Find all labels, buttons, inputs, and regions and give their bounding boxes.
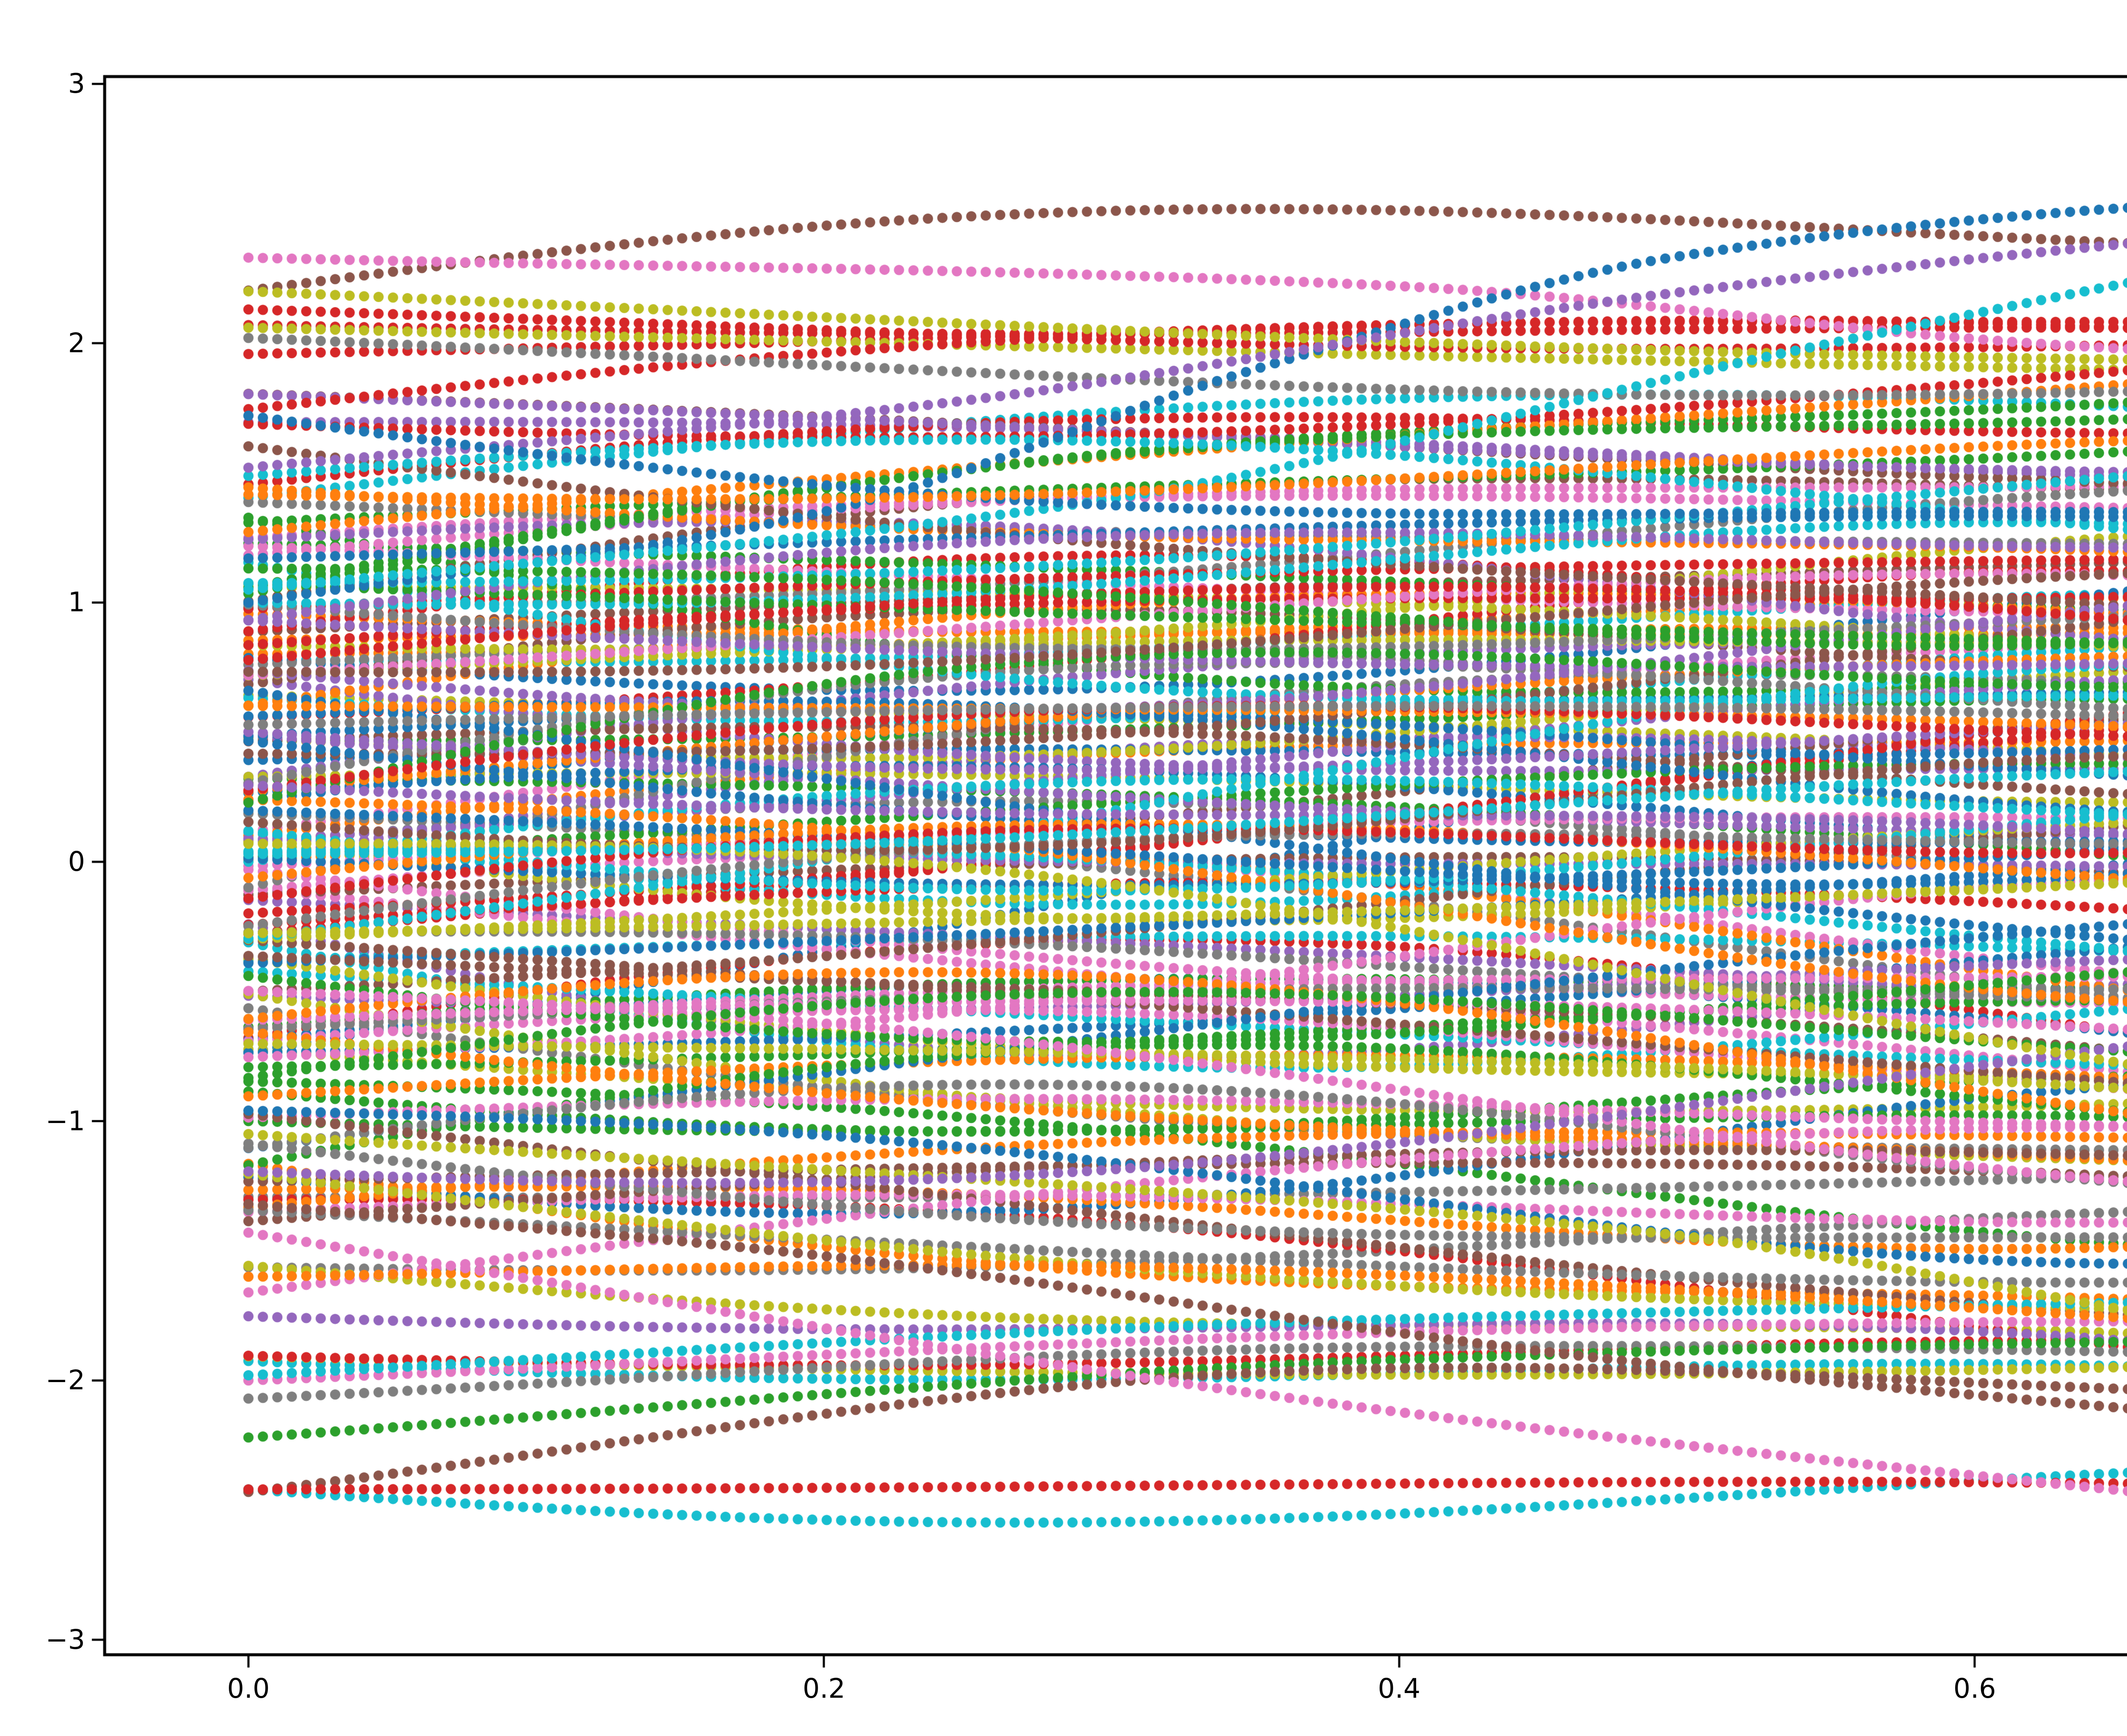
y-axis-tick-label: 1	[68, 587, 85, 618]
x-axis-tick-label: 0.4	[1377, 1673, 1421, 1704]
x-axis-tick-label: 0.2	[802, 1673, 846, 1704]
y-axis-tick-label: −3	[46, 1624, 85, 1655]
y-axis-tick-label: 0	[68, 846, 85, 877]
x-axis-tick-label: 0.6	[1953, 1673, 1996, 1704]
y-axis-tick-label: −2	[46, 1365, 85, 1396]
y-axis-tick-label: −1	[46, 1106, 85, 1137]
y-axis-tick-label: 3	[68, 68, 85, 99]
y-axis-tick-label: 2	[68, 328, 85, 359]
x-axis-tick-label: 0.0	[227, 1673, 270, 1704]
